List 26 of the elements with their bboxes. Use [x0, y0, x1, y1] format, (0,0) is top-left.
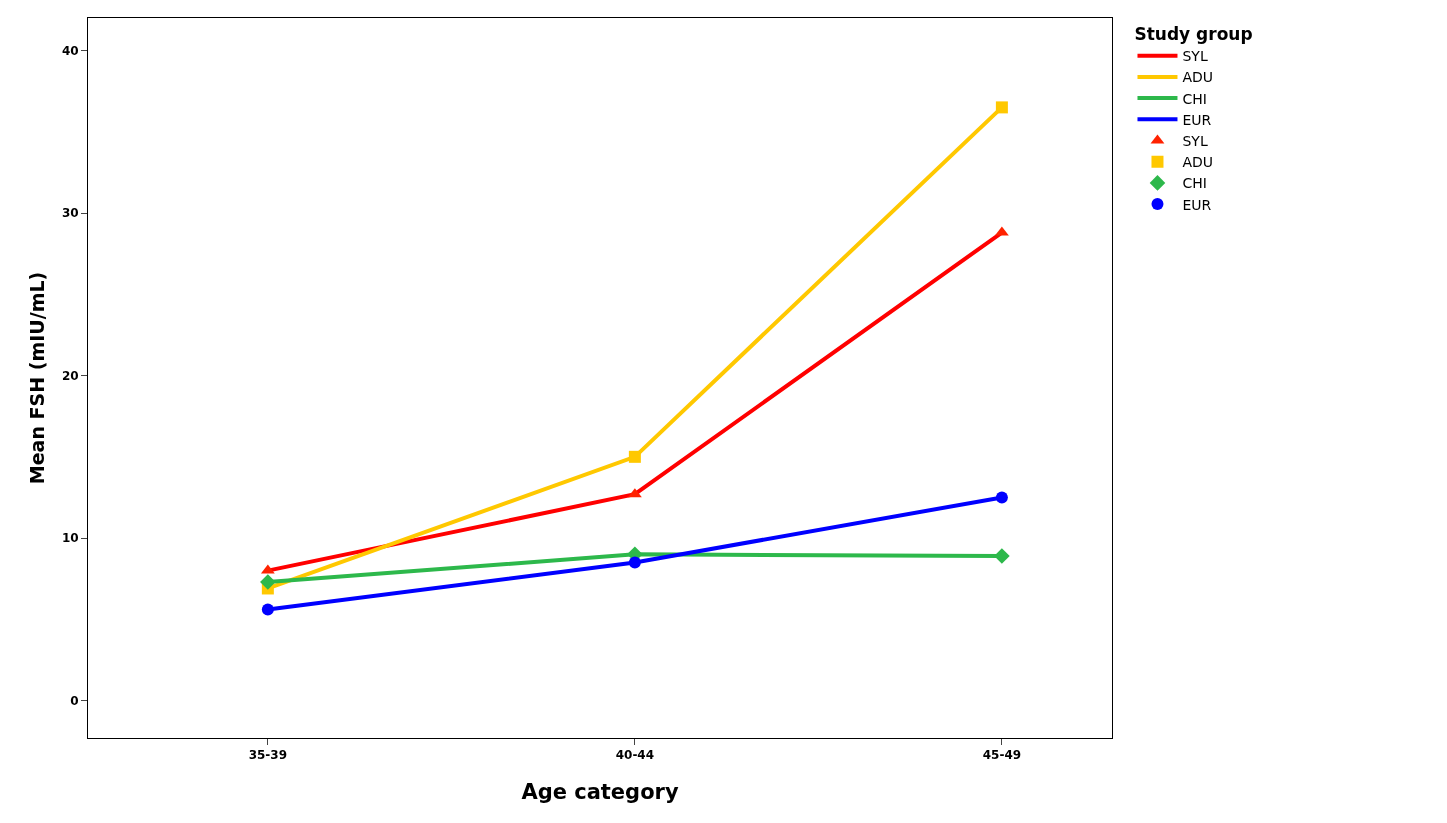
point: [995, 101, 1008, 114]
y-tick-label: 40: [61, 43, 79, 58]
point: [260, 574, 276, 590]
y-tick-label: 30: [61, 206, 79, 221]
y-axis-title: Mean FSH (mIU/mL): [25, 271, 48, 485]
legend-label: SYL: [1182, 48, 1208, 65]
legend-title: Study group: [1134, 24, 1253, 45]
y-tick-label: 20: [61, 368, 79, 383]
point: [994, 548, 1010, 564]
legend-label: EUR: [1182, 111, 1212, 128]
y-tick-label: 0: [70, 693, 79, 708]
legend-label: SYL: [1182, 132, 1208, 149]
x-tick-label: 45-49: [982, 748, 1022, 763]
x-axis-title: Age category: [521, 779, 679, 804]
x-tick-label: 35-39: [248, 748, 288, 763]
legend-label: EUR: [1182, 196, 1212, 213]
y-tick-label: 10: [61, 531, 79, 546]
legend-label: CHI: [1182, 90, 1207, 107]
legend-label: CHI: [1182, 175, 1207, 192]
legend-label: ADU: [1182, 154, 1214, 171]
x-tick-label: 40-44: [615, 748, 655, 763]
point: [995, 491, 1008, 504]
legend-label: ADU: [1182, 69, 1214, 86]
point: [628, 450, 641, 463]
point: [628, 556, 641, 569]
point: [261, 603, 274, 616]
